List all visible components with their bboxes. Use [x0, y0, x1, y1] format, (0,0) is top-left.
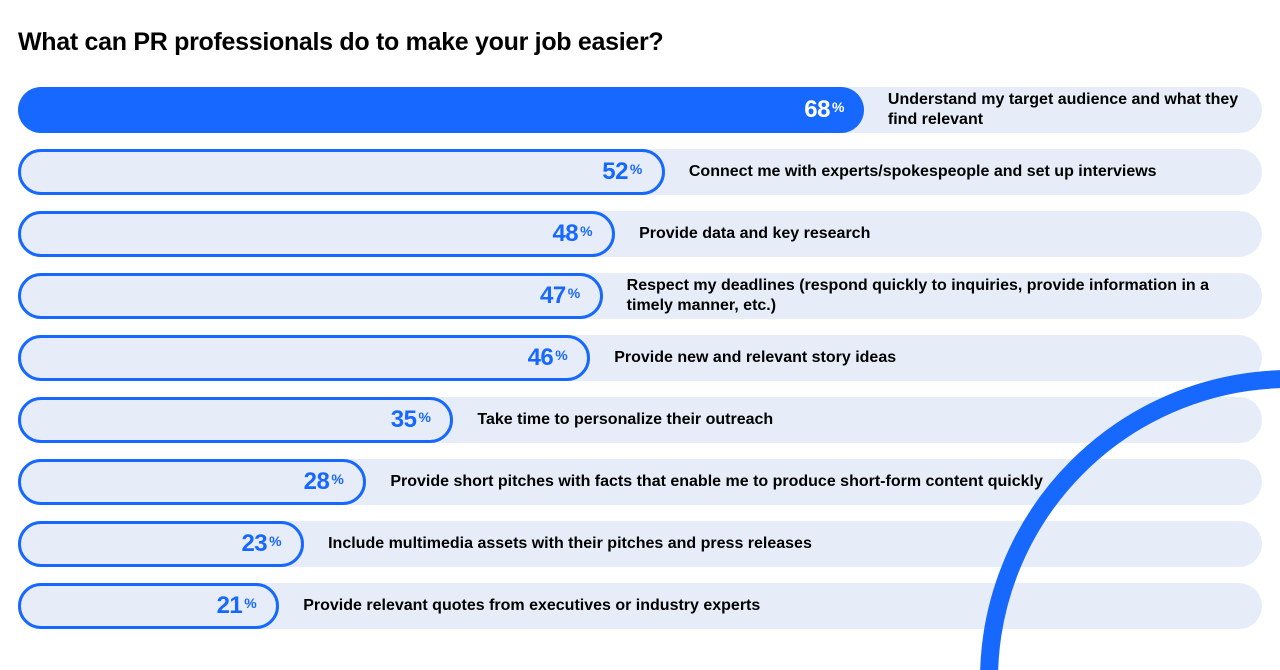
bar-value: 35% [391, 408, 431, 432]
bar-row: 46% Provide new and relevant story ideas [18, 335, 1262, 381]
bar-fill: 35% [18, 397, 453, 443]
bar-fill: 52% [18, 149, 665, 195]
bar-label: Provide new and relevant story ideas [614, 335, 906, 381]
bar-fill: 48% [18, 211, 615, 257]
bar-value: 68% [804, 98, 844, 122]
bar-label: Take time to personalize their outreach [477, 397, 783, 443]
percent-symbol: % [832, 99, 844, 115]
bar-label: Connect me with experts/spokespeople and… [689, 149, 1167, 195]
percent-symbol: % [244, 595, 256, 611]
percent-symbol: % [630, 161, 642, 177]
bar-fill: 28% [18, 459, 366, 505]
bar-value: 28% [304, 470, 344, 494]
bar-label: Provide data and key research [639, 211, 880, 257]
bar-fill: 21% [18, 583, 279, 629]
bar-row: 47% Respect my deadlines (respond quickly… [18, 273, 1262, 319]
bar-label: Understand my target audience and what t… [888, 87, 1262, 133]
bar-value: 21% [217, 594, 257, 618]
bar-label: Respect my deadlines (respond quickly to… [627, 273, 1262, 319]
bar-row: 68% Understand my target audience and wha… [18, 87, 1262, 133]
percent-symbol: % [418, 409, 430, 425]
bar-row: 52% Connect me with experts/spokespeople … [18, 149, 1262, 195]
bar-fill: 47% [18, 273, 603, 319]
percent-symbol: % [269, 533, 281, 549]
bar-fill: 23% [18, 521, 304, 567]
percent-symbol: % [331, 471, 343, 487]
bar-fill: 68% [18, 87, 864, 133]
bar-value: 47% [540, 284, 580, 308]
bar-value: 52% [602, 160, 642, 184]
bar-row: 48% Provide data and key research [18, 211, 1262, 257]
bar-fill: 46% [18, 335, 590, 381]
bar-label: Include multimedia assets with their pit… [328, 521, 822, 567]
percent-symbol: % [580, 223, 592, 239]
bar-label: Provide short pitches with facts that en… [390, 459, 1053, 505]
bar-row: 35% Take time to personalize their outrea… [18, 397, 1262, 443]
bar-value: 23% [241, 532, 281, 556]
bar-value: 46% [528, 346, 568, 370]
percent-symbol: % [568, 285, 580, 301]
bar-label: Provide relevant quotes from executives … [303, 583, 770, 629]
bar-value: 48% [552, 222, 592, 246]
percent-symbol: % [555, 347, 567, 363]
chart-title: What can PR professionals do to make you… [18, 28, 1262, 57]
